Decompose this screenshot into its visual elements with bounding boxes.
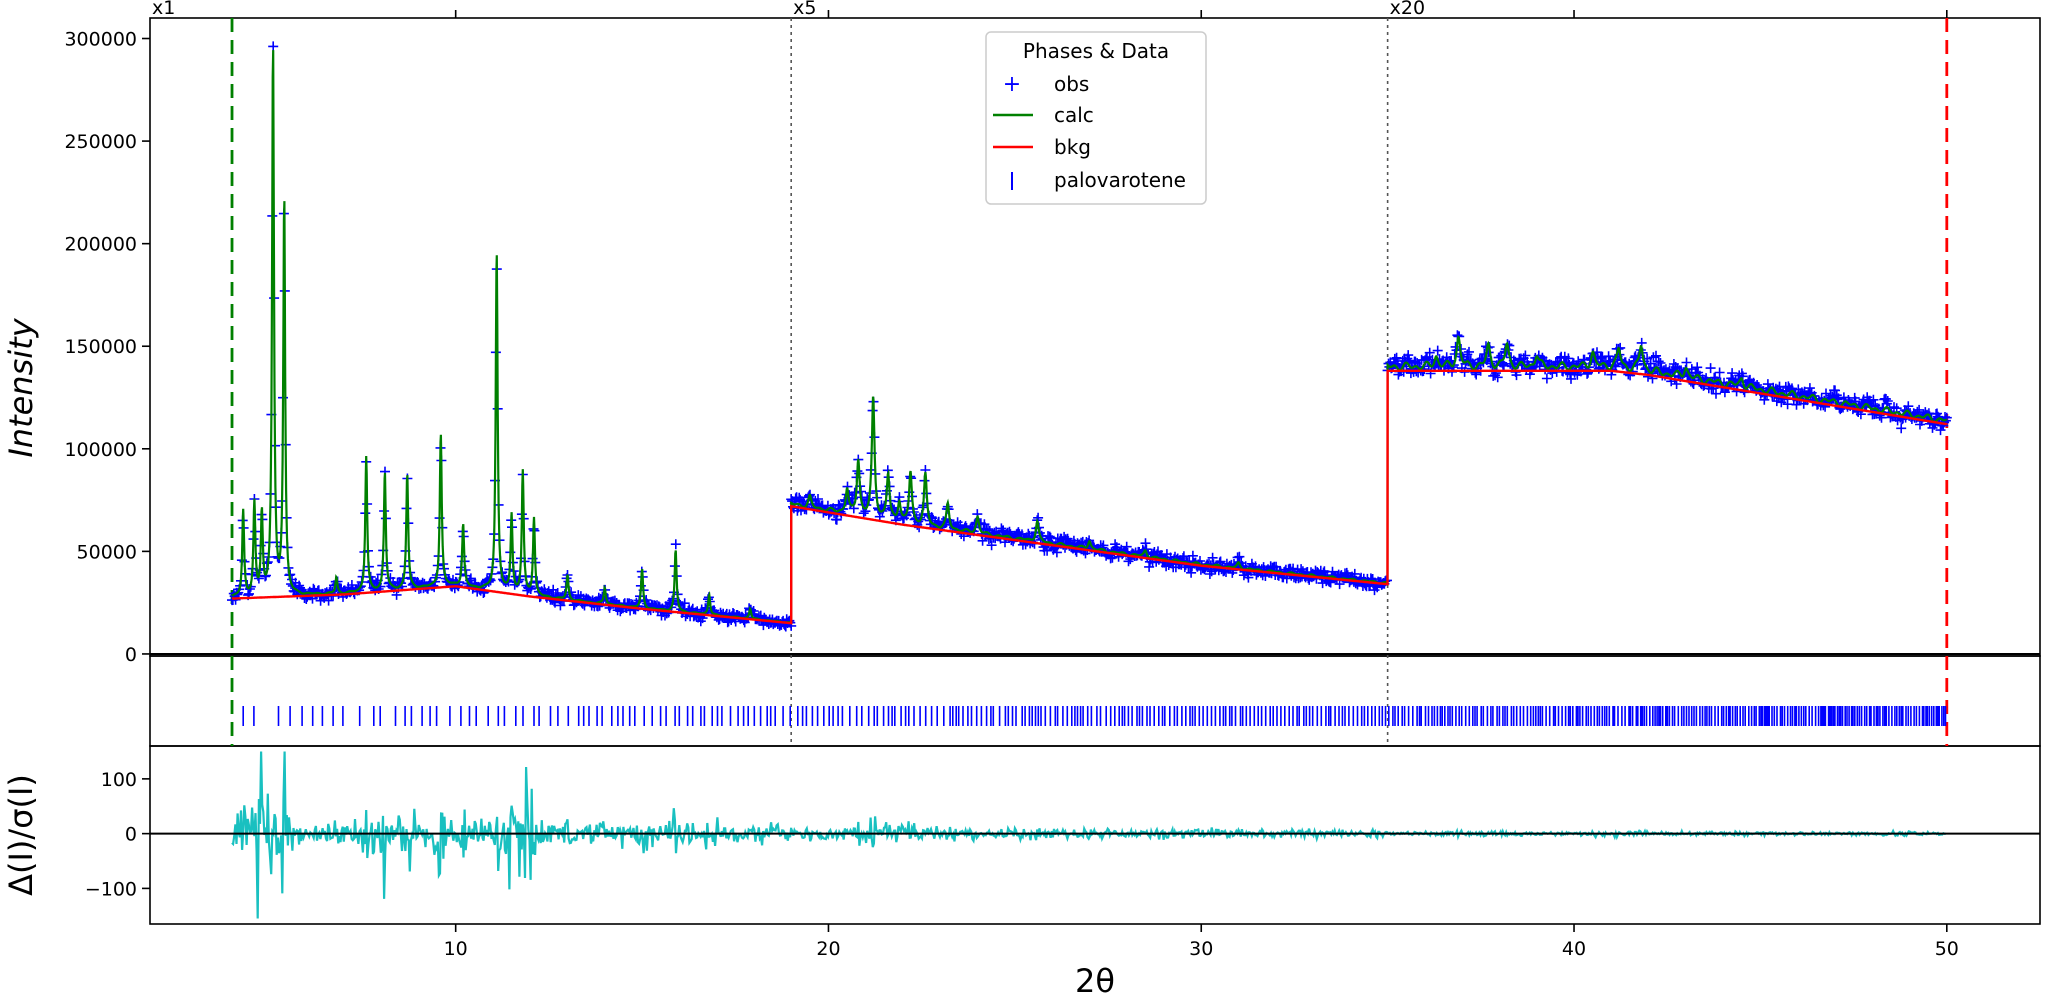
scale-label-x5: x5 — [793, 0, 816, 19]
residual-panel-frame — [149, 745, 2041, 925]
x-tick-label-30: 30 — [1189, 938, 1213, 960]
scale-label-x20: x20 — [1390, 0, 1425, 19]
residual-y-tick-label-100: 100 — [101, 769, 137, 791]
y-tick-label-150000: 150000 — [64, 336, 137, 358]
residual-series-line — [231, 751, 1946, 919]
x-tick-label-50: 50 — [1935, 938, 1959, 960]
legend-box — [985, 31, 1207, 205]
y-tick-label-300000: 300000 — [64, 29, 137, 51]
legend-bkg-label: bkg — [1054, 135, 1091, 159]
bkg-series-line — [231, 369, 1948, 625]
intensity-axis-label: Intensity — [2, 317, 40, 457]
legend-obs-label: obs — [1054, 72, 1089, 96]
intensity-y-ticks: 0 50000 100000 150000 200000 250000 300000 — [64, 29, 150, 666]
legend-title: Phases & Data — [1023, 39, 1169, 63]
residual-axis-label: Δ(I)/σ(I) — [2, 774, 40, 896]
legend-palovarotene-label: palovarotene — [1054, 168, 1186, 192]
legend-obs-marker: + — [1003, 72, 1021, 97]
x-tick-label-40: 40 — [1562, 938, 1586, 960]
calc-series-line — [231, 50, 1948, 624]
y-tick-label-250000: 250000 — [64, 131, 137, 153]
residual-y-ticks: −100 0 100 — [85, 769, 150, 900]
x-axis-ticks: 10 20 30 40 50 — [444, 924, 1959, 960]
y-tick-label-200000: 200000 — [64, 234, 137, 256]
legend: Phases & Data + obs calc bkg palovaroten… — [985, 31, 1207, 205]
legend-calc-label: calc — [1054, 103, 1094, 127]
top-x-ticks — [454, 10, 1948, 18]
reflection-panel-frame — [149, 655, 2041, 747]
y-tick-label-0: 0 — [125, 644, 137, 666]
y-tick-label-100000: 100000 — [64, 439, 137, 461]
residual-y-tick-label-0: 0 — [125, 824, 137, 846]
reflection-ticks — [242, 706, 1947, 726]
palovarotene-ticks — [242, 706, 1947, 726]
scale-markers: x1 x5 x20 — [152, 0, 1425, 19]
residual-y-tick-label--100: −100 — [85, 878, 137, 900]
y-tick-label-50000: 50000 — [77, 541, 137, 563]
scale-label-x1: x1 — [152, 0, 175, 19]
x-tick-label-10: 10 — [444, 938, 468, 960]
x-axis-label: 2θ — [1075, 962, 1115, 1000]
x-tick-label-20: 20 — [816, 938, 840, 960]
